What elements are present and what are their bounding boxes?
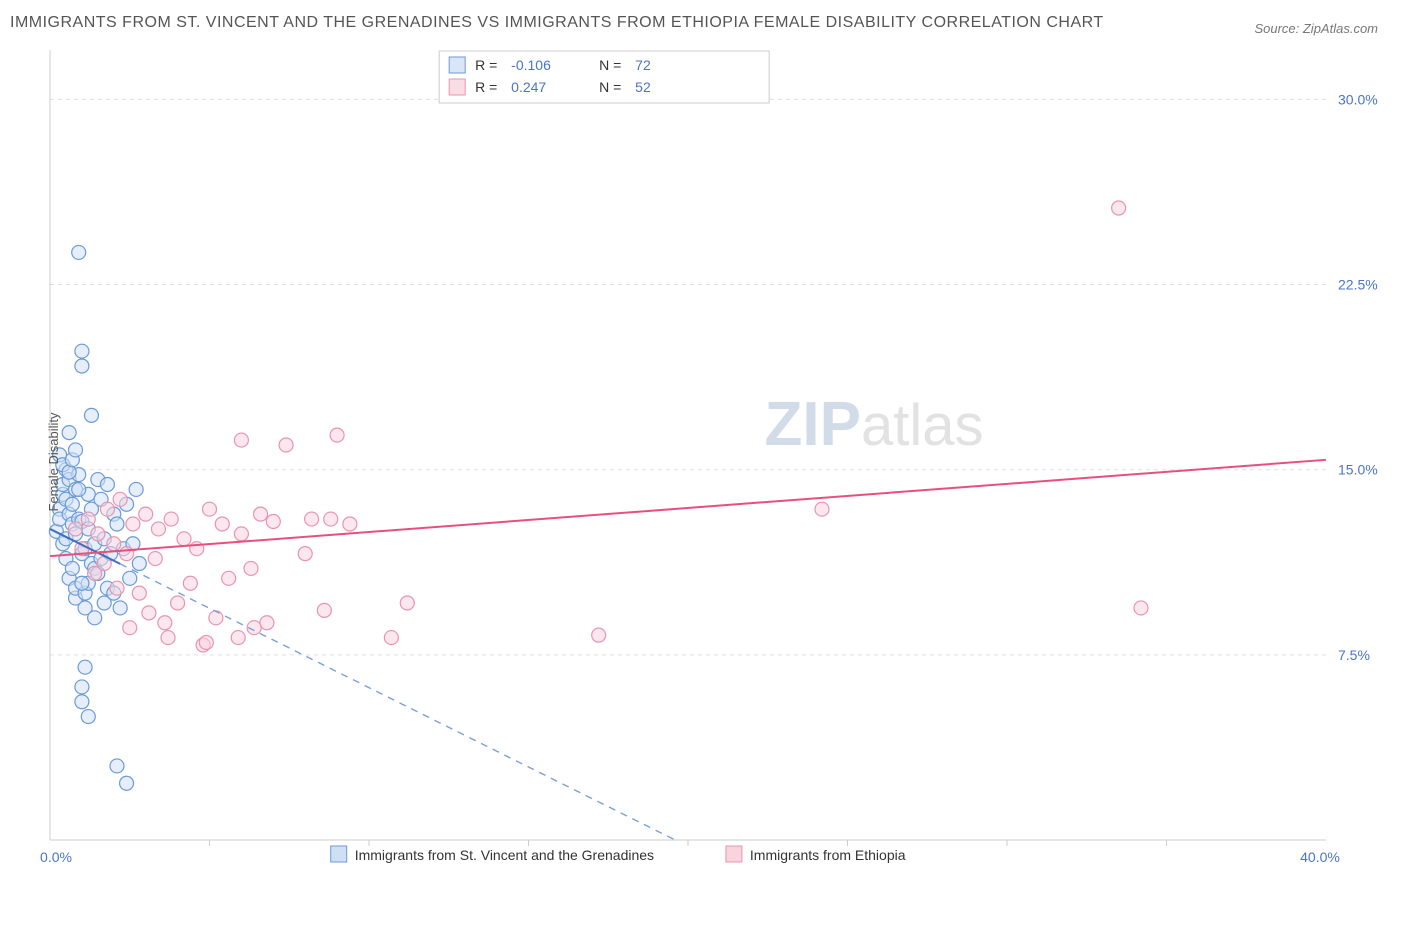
data-point — [222, 571, 236, 585]
data-point — [164, 512, 178, 526]
data-point — [139, 507, 153, 521]
data-point — [107, 536, 121, 550]
data-point — [132, 586, 146, 600]
data-point — [123, 571, 137, 585]
data-point — [298, 546, 312, 560]
data-point — [100, 502, 114, 516]
legend-swatch — [449, 79, 465, 95]
data-point — [62, 465, 76, 479]
data-point — [215, 517, 229, 531]
bottom-legend-swatch — [726, 846, 742, 862]
data-point — [110, 581, 124, 595]
data-point — [1134, 601, 1148, 615]
y-tick-label: 22.5% — [1338, 276, 1378, 292]
data-point — [72, 482, 86, 496]
data-point — [78, 660, 92, 674]
data-point — [1112, 201, 1126, 215]
data-point — [132, 556, 146, 570]
data-point — [324, 512, 338, 526]
data-point — [62, 425, 76, 439]
data-point — [81, 512, 95, 526]
chart-title: IMMIGRANTS FROM ST. VINCENT AND THE GREN… — [10, 10, 1104, 36]
legend-r-value: 0.247 — [511, 79, 546, 95]
chart-header: IMMIGRANTS FROM ST. VINCENT AND THE GREN… — [10, 10, 1386, 36]
data-point — [161, 630, 175, 644]
trend-line — [50, 459, 1326, 555]
watermark: ZIPatlas — [765, 390, 984, 459]
data-point — [75, 680, 89, 694]
legend-r-label: R = — [475, 57, 497, 73]
data-point — [65, 497, 79, 511]
data-point — [151, 522, 165, 536]
data-point — [279, 438, 293, 452]
data-point — [120, 776, 134, 790]
data-point — [126, 517, 140, 531]
data-point — [120, 546, 134, 560]
data-point — [330, 428, 344, 442]
legend-n-value: 52 — [635, 79, 651, 95]
data-point — [244, 561, 258, 575]
data-point — [65, 561, 79, 575]
data-point — [234, 433, 248, 447]
data-point — [113, 492, 127, 506]
data-point — [260, 615, 274, 629]
legend-r-value: -0.106 — [511, 57, 551, 73]
y-tick-label: 15.0% — [1338, 461, 1378, 477]
chart-source: Source: ZipAtlas.com — [1254, 21, 1386, 36]
legend-swatch — [449, 57, 465, 73]
legend-n-label: N = — [599, 57, 621, 73]
data-point — [113, 601, 127, 615]
data-point — [100, 477, 114, 491]
data-point — [129, 482, 143, 496]
chart-area: Female Disability 7.5% 15.0% 22.5% 30.0% ZIP… — [10, 42, 1386, 882]
data-point — [305, 512, 319, 526]
data-point — [110, 517, 124, 531]
data-point — [317, 603, 331, 617]
data-point — [158, 615, 172, 629]
bottom-legend-label: Immigrants from Ethiopia — [750, 847, 906, 863]
data-point — [148, 551, 162, 565]
bottom-legend-label: Immigrants from St. Vincent and the Gren… — [355, 847, 654, 863]
data-point — [123, 620, 137, 634]
data-point — [75, 694, 89, 708]
data-point — [69, 522, 83, 536]
legend-r-label: R = — [475, 79, 497, 95]
data-point — [88, 610, 102, 624]
data-point — [183, 576, 197, 590]
data-point — [203, 502, 217, 516]
data-point — [177, 531, 191, 545]
data-point — [171, 596, 185, 610]
legend-n-value: 72 — [635, 57, 651, 73]
data-point — [75, 576, 89, 590]
data-point — [69, 443, 83, 457]
data-point — [199, 635, 213, 649]
data-point — [91, 526, 105, 540]
data-point — [75, 344, 89, 358]
data-point — [384, 630, 398, 644]
data-point — [84, 408, 98, 422]
trend-line-extrapolated — [120, 563, 675, 839]
data-point — [815, 502, 829, 516]
y-tick-label: 30.0% — [1338, 91, 1378, 107]
data-point — [234, 526, 248, 540]
data-point — [266, 514, 280, 528]
data-point — [400, 596, 414, 610]
data-point — [81, 709, 95, 723]
data-point — [209, 610, 223, 624]
data-point — [72, 245, 86, 259]
data-point — [142, 605, 156, 619]
bottom-legend-swatch — [331, 846, 347, 862]
x-tick-label-left: 0.0% — [40, 849, 72, 865]
data-point — [592, 628, 606, 642]
data-point — [231, 630, 245, 644]
legend-n-label: N = — [599, 79, 621, 95]
data-point — [110, 759, 124, 773]
y-tick-label: 7.5% — [1338, 646, 1370, 662]
scatter-chart: 7.5% 15.0% 22.5% 30.0% ZIPatlas 0.0% 40.0% R =-… — [10, 42, 1386, 882]
data-point — [343, 517, 357, 531]
x-tick-label-right: 40.0% — [1300, 849, 1340, 865]
y-axis-label: Female Disability — [46, 412, 61, 511]
data-point — [254, 507, 268, 521]
data-point — [75, 359, 89, 373]
